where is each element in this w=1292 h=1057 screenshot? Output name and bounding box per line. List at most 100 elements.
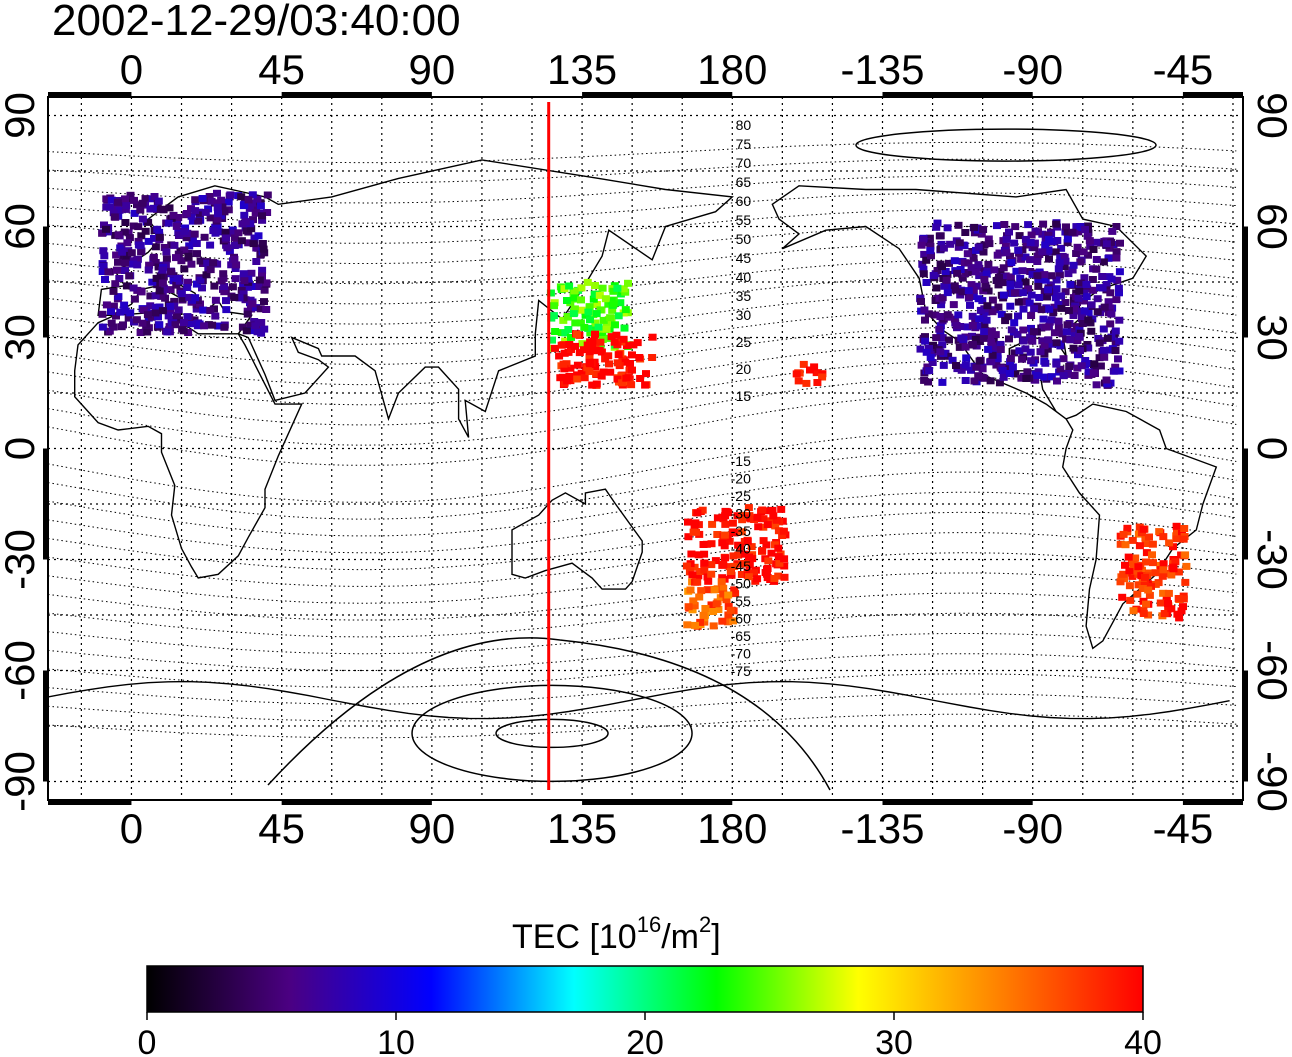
tec-cell bbox=[195, 320, 204, 328]
tec-cell bbox=[628, 351, 636, 359]
tec-cell bbox=[691, 621, 699, 629]
tec-cell bbox=[718, 617, 727, 625]
tec-cell bbox=[1040, 342, 1049, 350]
tec-cell bbox=[1013, 330, 1022, 338]
tec-cell bbox=[988, 296, 997, 304]
tec-cell bbox=[1119, 570, 1128, 578]
tec-cell bbox=[1115, 316, 1124, 324]
tec-data-points bbox=[98, 189, 1191, 630]
tec-cell bbox=[753, 575, 762, 583]
tec-cell bbox=[747, 515, 756, 523]
tec-cell bbox=[241, 218, 250, 226]
tec-cell bbox=[1048, 340, 1057, 348]
tec-cell bbox=[1006, 370, 1014, 377]
tec-cell bbox=[260, 249, 269, 257]
tec-cell bbox=[121, 267, 129, 274]
frame-bar-top bbox=[281, 92, 432, 98]
antarctica-coast bbox=[48, 680, 1230, 720]
tec-cell bbox=[611, 321, 619, 329]
tec-cell bbox=[194, 217, 203, 225]
tec-cell bbox=[1089, 246, 1098, 253]
contour-label: 60 bbox=[736, 193, 752, 209]
tec-cell bbox=[1014, 281, 1023, 289]
tec-cell bbox=[1099, 346, 1108, 354]
tec-cell bbox=[1180, 525, 1189, 532]
tec-cell bbox=[122, 282, 131, 290]
tec-cell bbox=[589, 295, 598, 303]
tec-cell bbox=[1030, 328, 1038, 336]
tec-cell bbox=[721, 554, 730, 562]
tec-cell bbox=[610, 338, 619, 346]
tec-cell bbox=[124, 314, 133, 322]
tec-cell bbox=[682, 562, 691, 570]
tec-cell bbox=[1094, 335, 1103, 342]
tec-cell bbox=[137, 232, 146, 240]
tec-cell bbox=[219, 270, 228, 278]
tec-cell bbox=[252, 205, 261, 213]
tec-cell bbox=[721, 512, 730, 520]
tec-cell bbox=[224, 206, 233, 214]
tec-cell bbox=[731, 590, 740, 598]
tec-cell bbox=[122, 255, 131, 263]
tec-cell bbox=[1164, 600, 1172, 608]
tec-cell bbox=[718, 539, 727, 547]
tec-cell bbox=[202, 271, 211, 279]
tec-cell bbox=[191, 294, 200, 302]
tec-cell bbox=[1106, 320, 1115, 328]
tec-cell bbox=[559, 360, 568, 368]
tec-cell bbox=[1011, 370, 1020, 378]
tec-cell bbox=[1065, 363, 1074, 370]
tec-cell bbox=[578, 340, 587, 348]
tec-cell bbox=[633, 339, 642, 347]
magnetic-contour bbox=[48, 451, 1237, 520]
tec-cell bbox=[970, 377, 979, 385]
tec-cell bbox=[729, 617, 738, 625]
tec-cell bbox=[693, 509, 702, 517]
tec-cell bbox=[1026, 239, 1035, 246]
tec-cell bbox=[1051, 294, 1060, 302]
tec-cell bbox=[128, 260, 137, 268]
tec-cell bbox=[613, 375, 622, 383]
tec-cell bbox=[234, 229, 243, 237]
x-tick-label-bottom: -90 bbox=[1002, 805, 1063, 852]
magnetic-contour bbox=[48, 653, 1237, 688]
tec-cell bbox=[733, 512, 742, 520]
tec-cell bbox=[246, 220, 255, 228]
tec-cell bbox=[107, 308, 115, 315]
tec-cell bbox=[1129, 607, 1138, 615]
tec-cell bbox=[199, 306, 208, 314]
tec-cell bbox=[151, 309, 160, 317]
tec-cell bbox=[1040, 373, 1049, 381]
tec-cell bbox=[1088, 276, 1097, 283]
tec-cell bbox=[612, 331, 621, 339]
tec-cell bbox=[1038, 230, 1047, 238]
tec-cell bbox=[1129, 561, 1138, 569]
tec-cell bbox=[1053, 237, 1062, 244]
tec-cell bbox=[1149, 559, 1157, 567]
tec-cell bbox=[162, 255, 171, 263]
tec-cell bbox=[580, 323, 589, 331]
tec-cell bbox=[1181, 578, 1190, 586]
tec-cell bbox=[1035, 268, 1044, 276]
tec-cell bbox=[794, 377, 803, 385]
tec-cell bbox=[262, 306, 271, 313]
tec-cell bbox=[997, 310, 1006, 318]
tec-cell bbox=[247, 269, 256, 277]
tec-cell bbox=[1142, 600, 1150, 608]
tec-cell bbox=[192, 240, 201, 247]
tec-cell bbox=[166, 307, 175, 315]
tec-cell bbox=[969, 293, 978, 300]
tec-cell bbox=[799, 360, 808, 368]
tec-cell bbox=[958, 274, 967, 282]
tec-cell bbox=[1073, 243, 1082, 251]
tec-cell bbox=[1151, 580, 1160, 588]
tec-cell bbox=[1100, 353, 1109, 361]
tec-cell bbox=[1179, 595, 1188, 603]
tec-cell bbox=[1016, 275, 1025, 282]
tec-cell bbox=[621, 358, 630, 366]
tec-cell bbox=[642, 370, 650, 378]
tec-cell bbox=[183, 210, 191, 217]
tec-cell bbox=[210, 282, 219, 290]
tec-cell bbox=[709, 622, 718, 630]
tec-cell bbox=[772, 516, 781, 524]
